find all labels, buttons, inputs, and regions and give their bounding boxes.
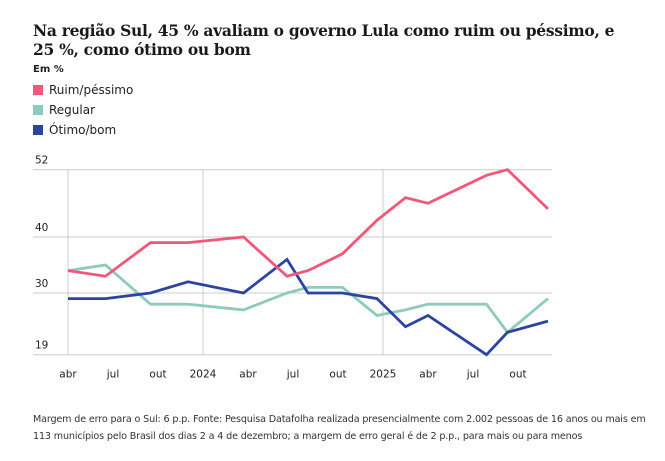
- series-line-regular: [67, 263, 549, 335]
- y-tick-label: 19: [35, 340, 48, 352]
- y-tick-label: 52: [35, 155, 48, 167]
- x-tick-label: 2025: [370, 369, 397, 381]
- x-tick-label: abr: [419, 369, 437, 381]
- x-tick-label: jul: [466, 369, 480, 381]
- source-note: Margem de erro para o Sul: 6 p.p. Fonte:…: [33, 414, 646, 442]
- x-tick-label: jul: [106, 369, 120, 381]
- x-tick-label: abr: [239, 369, 257, 381]
- y-tick-label: 30: [35, 278, 48, 290]
- legend-swatch-ruim-pessimo: [33, 85, 43, 95]
- legend-item-ruim-pessimo: Ruim/péssimo: [33, 80, 133, 100]
- legend-swatch-regular: [33, 105, 43, 115]
- legend-swatch-otimo-bom: [33, 125, 43, 135]
- legend-item-otimo-bom: Ótimo/bom: [33, 120, 133, 140]
- x-tick-label: abr: [59, 369, 77, 381]
- x-tick-label: jul: [286, 369, 300, 381]
- x-tick-label: 2024: [190, 369, 217, 381]
- chart-title: Na região Sul, 45 % avaliam o governo Lu…: [33, 21, 615, 59]
- legend: Ruim/péssimo Regular Ótimo/bom: [33, 80, 133, 140]
- x-tick-label: out: [329, 369, 346, 381]
- x-tick-label: out: [509, 369, 526, 381]
- legend-label: Ruim/péssimo: [49, 83, 134, 97]
- y-tick-label: 40: [35, 222, 48, 234]
- series-line-otimo-bom: [68, 257, 549, 357]
- legend-label: Ótimo/bom: [49, 123, 117, 137]
- legend-item-regular: Regular: [33, 100, 133, 120]
- legend-label: Regular: [49, 103, 96, 117]
- x-tick-label: out: [149, 369, 166, 381]
- unit-label: Em %: [33, 64, 64, 75]
- series-line-ruim-pessimo: [67, 168, 549, 278]
